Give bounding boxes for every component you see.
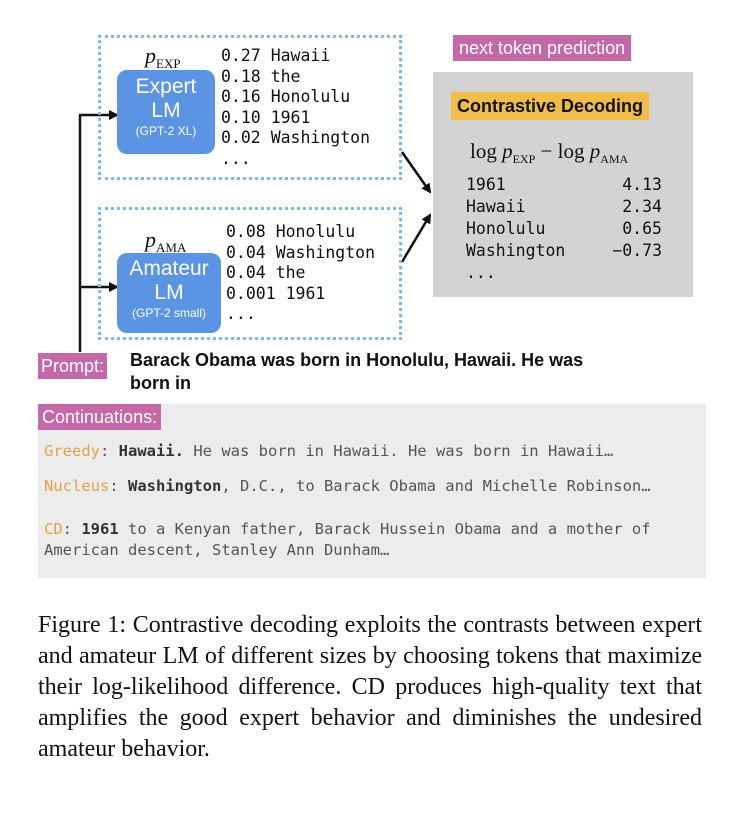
- prompt-text-line-1: Barack Obama was born in Honolulu, Hawai…: [130, 350, 584, 370]
- amateur-lm-box: Amateur LM (GPT-2 small): [117, 253, 221, 333]
- cd-score-table: 1961 4.13 Hawaii 2.34 Honolulu 0.65 Washing…: [466, 174, 662, 284]
- greedy-continuation: Greedy: Hawaii. He was born in Hawaii. H…: [44, 442, 614, 460]
- cd-score-row: Honolulu 0.65: [466, 219, 662, 238]
- expert-dist-label: pEXP: [145, 43, 181, 71]
- contrastive-decoding-title: Contrastive Decoding: [451, 92, 650, 120]
- expert-lm-name-1: Expert: [135, 75, 197, 98]
- expert-token-row: 0.16 Honolulu: [221, 87, 351, 106]
- amateur-dist-label: pAMA: [145, 227, 187, 255]
- amateur-token-row: 0.001 1961: [226, 283, 326, 303]
- prompt-text-line-2: born in: [130, 373, 191, 393]
- cd-score-ellipsis: ...: [466, 263, 496, 282]
- cd-formula: log pEXP − log pAMA: [470, 139, 629, 166]
- figure-caption: Figure 1: Contrastive decoding exploits …: [38, 612, 702, 762]
- expert-token-row: 0.18 the: [221, 66, 301, 86]
- cd-score-row: Washington −0.73: [466, 241, 662, 260]
- continuations-tag: Continuations:: [38, 404, 162, 430]
- amateur-token-ellipsis: ...: [226, 304, 256, 323]
- nucleus-continuation: Nucleus: Washington, D.C., to Barack Oba…: [44, 477, 651, 495]
- amateur-token-row: 0.04 the: [226, 263, 306, 282]
- prompt-text: Barack Obama was born in Honolulu, Hawai…: [130, 349, 583, 395]
- amateur-lm-model: (GPT-2 small): [131, 306, 206, 320]
- cd-continuation: CD: 1961 to a Kenyan father, Barack Huss…: [44, 520, 660, 559]
- next-token-prediction-tag: next token prediction: [453, 35, 632, 61]
- expert-lm-box: Expert LM (GPT-2 XL): [117, 70, 215, 154]
- arrow-amateur-to-cd: [400, 213, 432, 263]
- amateur-group-box: [98, 207, 402, 340]
- expert-lm-name-2: LM: [151, 99, 181, 122]
- amateur-lm-name-2: LM: [154, 281, 184, 304]
- expert-token-list: 0.27 Hawaii 0.18 the 0.16 Honolulu 0.10 …: [221, 46, 370, 169]
- amateur-token-list: 0.08 Honolulu 0.04 Washington 0.04 the 0…: [226, 222, 375, 325]
- amateur-token-row: 0.04 Washington: [226, 242, 376, 262]
- arrow-expert-to-cd: [400, 151, 432, 194]
- expert-group-box: [98, 35, 402, 180]
- amateur-token-row: 0.08 Honolulu: [226, 222, 356, 241]
- expert-token-row: 0.02 Washington: [221, 128, 371, 147]
- amateur-lm-name-1: Amateur: [129, 257, 209, 280]
- continuations-panel: [38, 404, 706, 578]
- expert-token-ellipsis: ...: [221, 148, 251, 168]
- expert-token-row: 0.27 Hawaii: [221, 46, 331, 65]
- cd-score-row: 1961 4.13: [466, 175, 662, 194]
- expert-token-row: 0.10 1961: [221, 107, 311, 127]
- expert-lm-model: (GPT-2 XL): [135, 124, 197, 138]
- cd-score-row: Hawaii 2.34: [466, 197, 662, 216]
- prompt-tag: Prompt:: [38, 353, 108, 379]
